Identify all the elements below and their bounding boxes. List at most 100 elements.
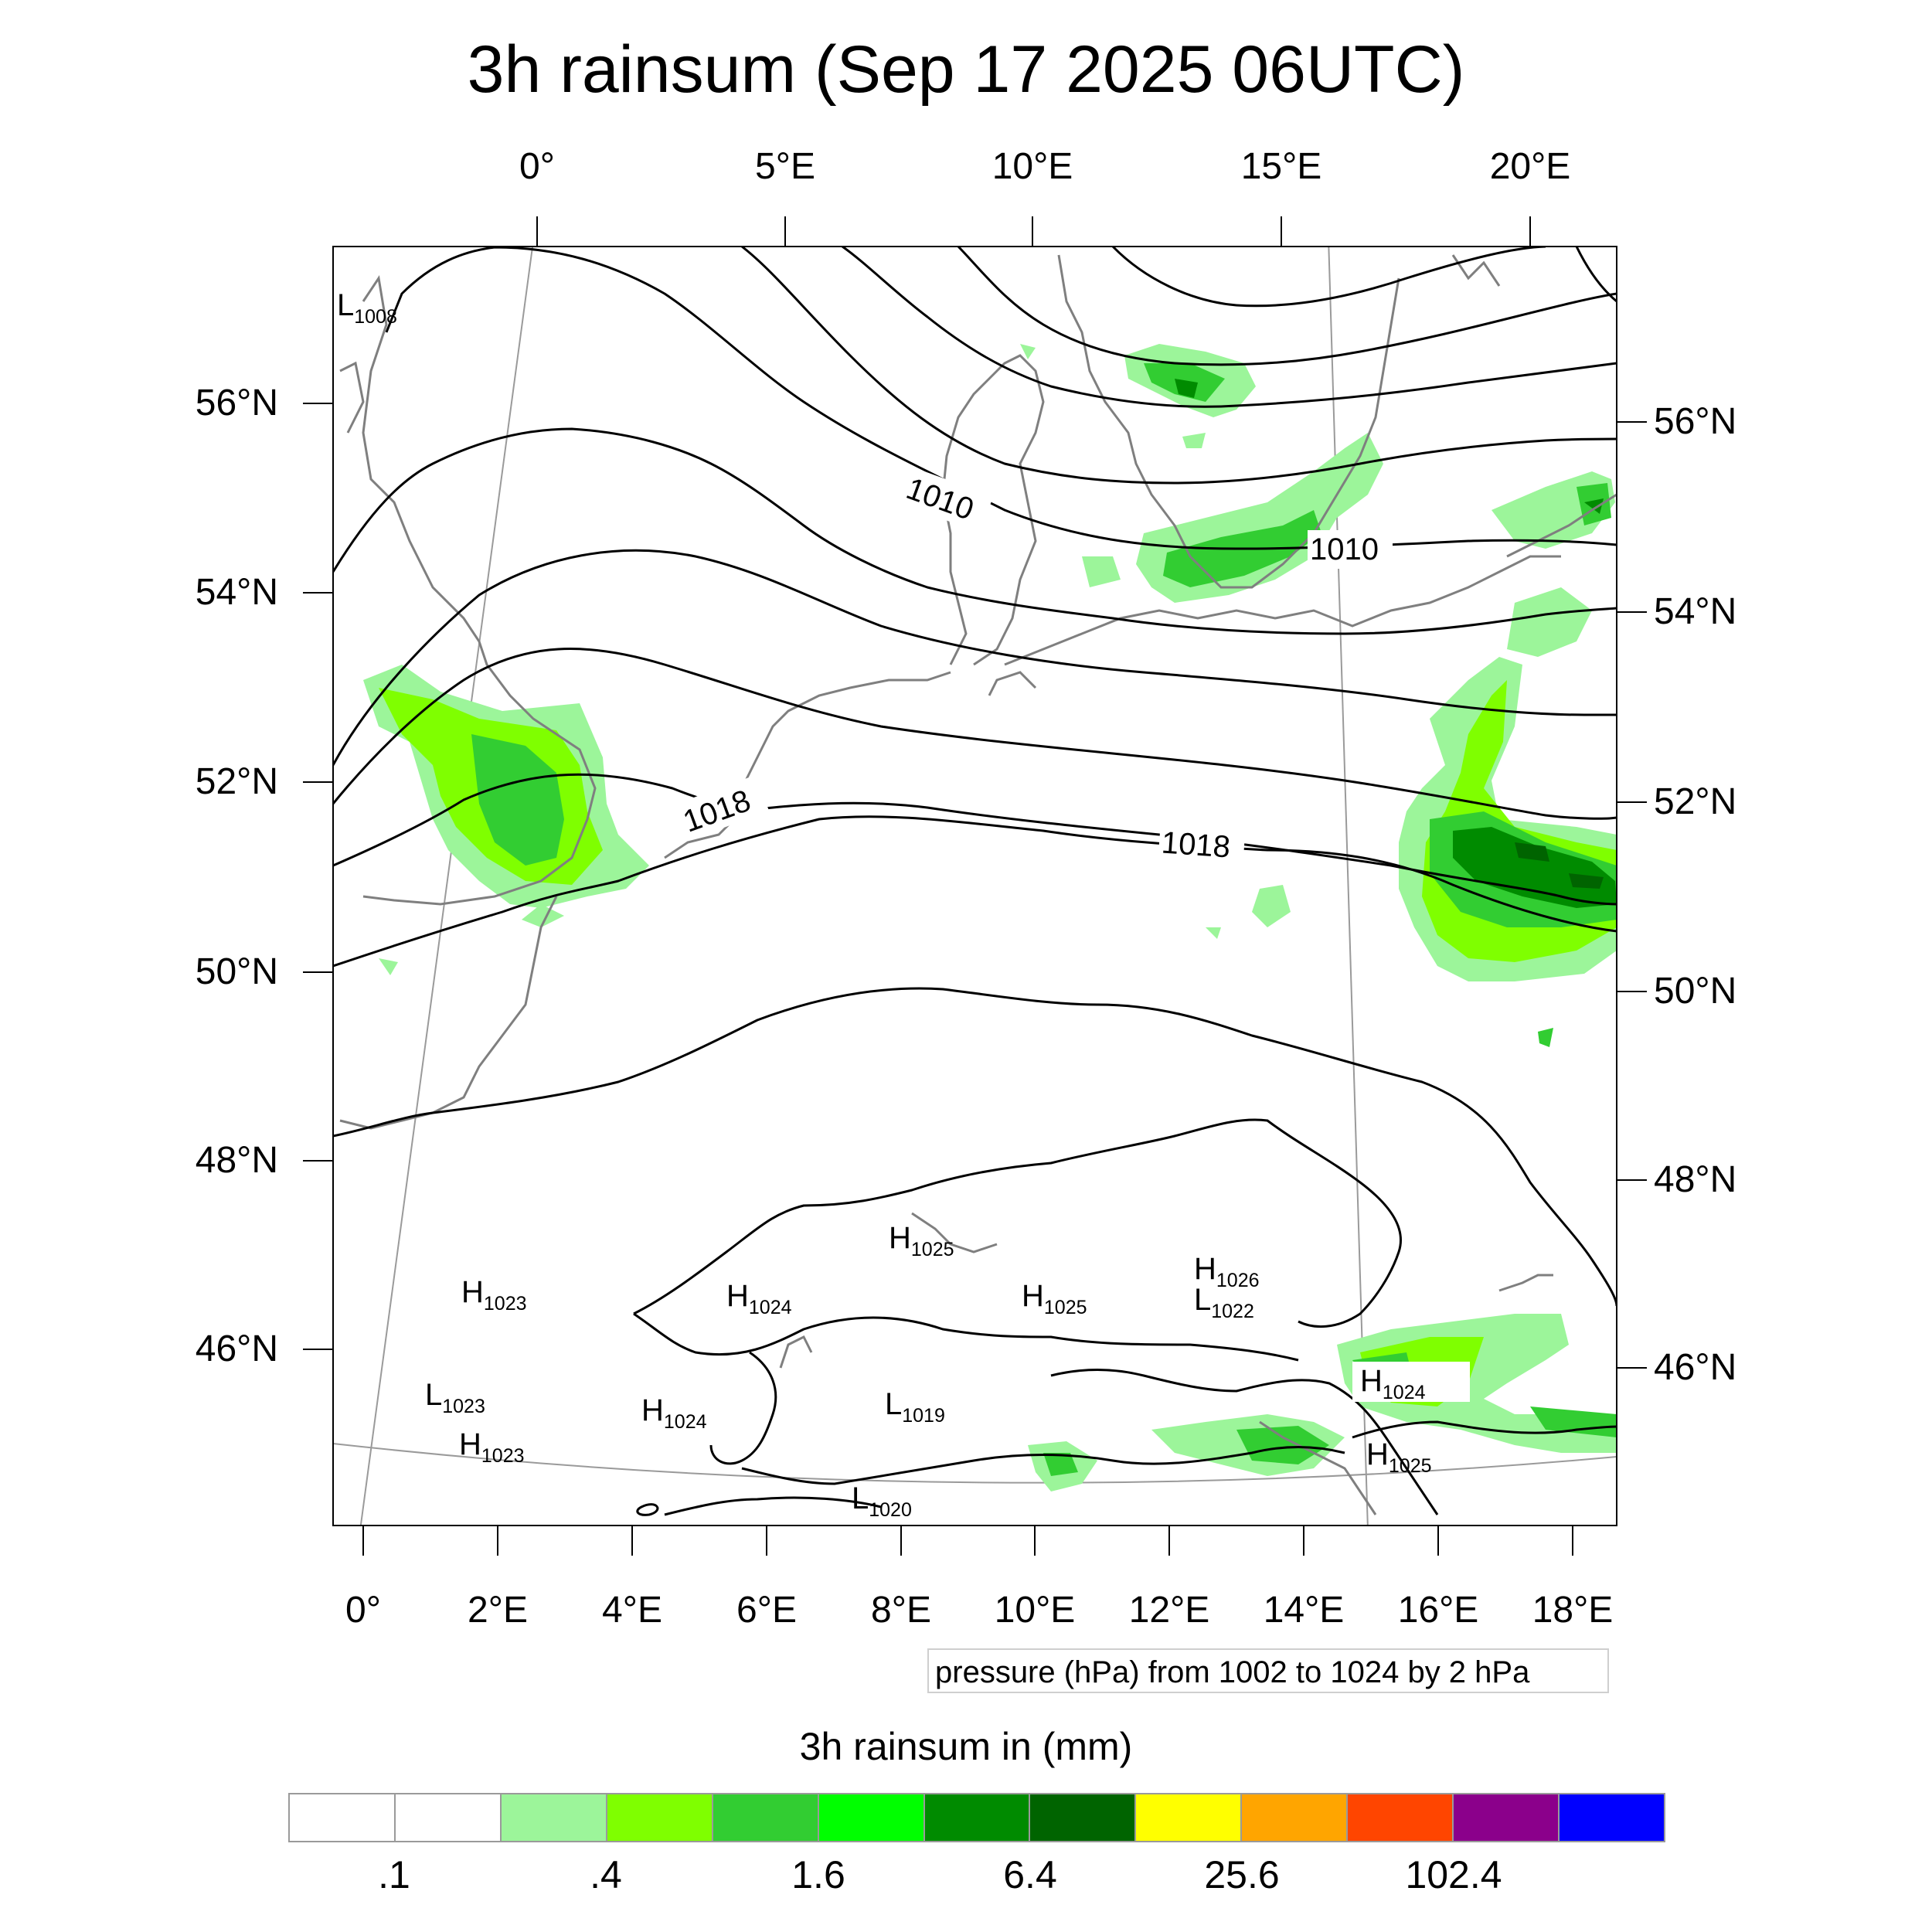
parallel-45n bbox=[333, 1443, 1617, 1484]
isobar-11 bbox=[1575, 247, 1617, 303]
colorbar-label: .1 bbox=[378, 1853, 410, 1896]
meridian-15e bbox=[1328, 247, 1369, 1526]
right-lat-label: 50°N bbox=[1654, 971, 1737, 1012]
top-lon-label: 5°E bbox=[755, 146, 815, 187]
isobar-8 bbox=[842, 247, 1617, 408]
pressure-center-high: H1026 bbox=[1194, 1252, 1260, 1291]
isobar-20 bbox=[636, 1503, 659, 1516]
top-ticks bbox=[536, 216, 1531, 247]
right-ticks bbox=[1617, 421, 1647, 1369]
coastline-scotland bbox=[339, 361, 365, 434]
coastline-germany-baltic bbox=[1004, 555, 1561, 666]
pressure-center-high: H1025 bbox=[1022, 1279, 1087, 1318]
left-lat-label: 50°N bbox=[195, 951, 278, 992]
coastline-france bbox=[339, 896, 558, 1130]
coastline-finland bbox=[1451, 254, 1501, 287]
top-lon-label: 10°E bbox=[992, 146, 1073, 187]
left-lat-label: 48°N bbox=[195, 1140, 278, 1181]
colorbar-title: 3h rainsum in (mm) bbox=[799, 1725, 1133, 1768]
left-ticks bbox=[303, 403, 333, 1350]
colorbar-label: 1.6 bbox=[791, 1853, 845, 1896]
isobar-16 bbox=[1050, 1369, 1439, 1515]
colorbar-cell bbox=[818, 1794, 925, 1841]
rain-area-poland-core bbox=[1453, 827, 1617, 908]
map-title: 3h rainsum (Sep 17 2025 06UTC) bbox=[467, 32, 1465, 107]
colorbar-cell bbox=[1242, 1794, 1349, 1841]
pressure-center-high: H1024 bbox=[726, 1279, 792, 1318]
graticule bbox=[333, 247, 1617, 1526]
right-lat-label: 52°N bbox=[1654, 781, 1737, 822]
left-lat-label: 46°N bbox=[195, 1328, 278, 1369]
top-lon-label: 0° bbox=[519, 146, 555, 187]
colorbar-label: 25.6 bbox=[1204, 1853, 1280, 1896]
colorbar-cell bbox=[290, 1794, 396, 1841]
isobar-18 bbox=[664, 1496, 882, 1516]
colorbar-cell bbox=[501, 1794, 607, 1841]
coastline-benelux bbox=[664, 671, 951, 859]
right-lat-label: 48°N bbox=[1654, 1159, 1737, 1200]
pressure-center-high: H1023 bbox=[461, 1275, 527, 1315]
colorbar-cell bbox=[713, 1794, 819, 1841]
bottom-lon-label: 2°E bbox=[468, 1590, 528, 1631]
colorbar-cell bbox=[1560, 1794, 1664, 1841]
coastline-adriatic bbox=[1259, 1420, 1377, 1515]
colorbar bbox=[288, 1793, 1665, 1842]
coastline-sweden bbox=[1057, 254, 1400, 589]
isobar-9 bbox=[957, 247, 1617, 366]
isobar-17 bbox=[741, 1446, 1345, 1485]
bottom-lon-label: 10°E bbox=[994, 1590, 1076, 1631]
isobar-2 bbox=[333, 773, 1617, 906]
pressure-center-low: L1022 bbox=[1194, 1283, 1254, 1322]
right-lat-label: 46°N bbox=[1654, 1347, 1737, 1388]
right-lat-label: 54°N bbox=[1654, 591, 1737, 632]
isobar-19 bbox=[1352, 1420, 1617, 1439]
isobar-5 bbox=[333, 427, 1617, 635]
right-lat-label: 56°N bbox=[1654, 401, 1737, 442]
isobar-13 bbox=[633, 1118, 1403, 1328]
left-lat-label: 52°N bbox=[195, 761, 278, 802]
pressure-center-low: L1020 bbox=[852, 1481, 912, 1521]
pressure-center-high: H1023 bbox=[459, 1427, 525, 1467]
pressure-center-high: H1025 bbox=[1366, 1437, 1432, 1477]
colorbar-cell bbox=[1136, 1794, 1243, 1841]
contour-label: 1010 bbox=[1310, 532, 1379, 566]
meridian-0 bbox=[359, 247, 534, 1526]
bottom-lon-label: 8°E bbox=[871, 1590, 931, 1631]
rain-area-north-sea-inner bbox=[471, 734, 564, 866]
coastline-denmark bbox=[941, 354, 1045, 666]
pressure-center-low: L1023 bbox=[425, 1378, 485, 1417]
pressure-center-high: H1024 bbox=[1360, 1364, 1426, 1403]
plot-frame bbox=[332, 246, 1617, 1526]
isobar-12 bbox=[333, 987, 1617, 1307]
bottom-lon-label: 18°E bbox=[1532, 1590, 1614, 1631]
bottom-lon-label: 16°E bbox=[1397, 1590, 1479, 1631]
isobars bbox=[333, 247, 1617, 1516]
bottom-ticks bbox=[362, 1526, 1573, 1556]
pressure-note: pressure (hPa) from 1002 to 1024 by 2 hP… bbox=[927, 1648, 1609, 1693]
left-lat-label: 56°N bbox=[195, 383, 278, 423]
coastline-baltic-east bbox=[1506, 493, 1617, 558]
isobar-6 bbox=[385, 247, 1617, 550]
isobar-14 bbox=[633, 1312, 1299, 1362]
precipitation-areas bbox=[363, 344, 1617, 1492]
isobar-7 bbox=[741, 247, 1617, 485]
pressure-center-low: L1019 bbox=[885, 1387, 945, 1427]
coastlines bbox=[339, 254, 1617, 1515]
top-lon-label: 20°E bbox=[1489, 146, 1571, 187]
bottom-lon-label: 0° bbox=[345, 1590, 381, 1631]
pressure-center-high: H1024 bbox=[641, 1393, 707, 1433]
contour-label: 1018 bbox=[1161, 825, 1232, 864]
contour-labels: 1010 1010 1018 1018 bbox=[675, 467, 1393, 867]
colorbar-label: .4 bbox=[590, 1853, 622, 1896]
pressure-centers: L1008 H1025 H1026 L1022 H1023 H1024 H102… bbox=[337, 288, 1470, 1521]
isobar-3 bbox=[333, 648, 1617, 820]
bottom-lon-label: 4°E bbox=[602, 1590, 662, 1631]
isobar-10 bbox=[1111, 247, 1546, 308]
colorbar-cell bbox=[1030, 1794, 1137, 1841]
colorbar-label: 102.4 bbox=[1405, 1853, 1502, 1896]
isobar-4 bbox=[333, 549, 1617, 766]
top-lon-label: 15°E bbox=[1240, 146, 1322, 187]
colorbar-label: 6.4 bbox=[1003, 1853, 1057, 1896]
colorbar-cell bbox=[1454, 1794, 1560, 1841]
